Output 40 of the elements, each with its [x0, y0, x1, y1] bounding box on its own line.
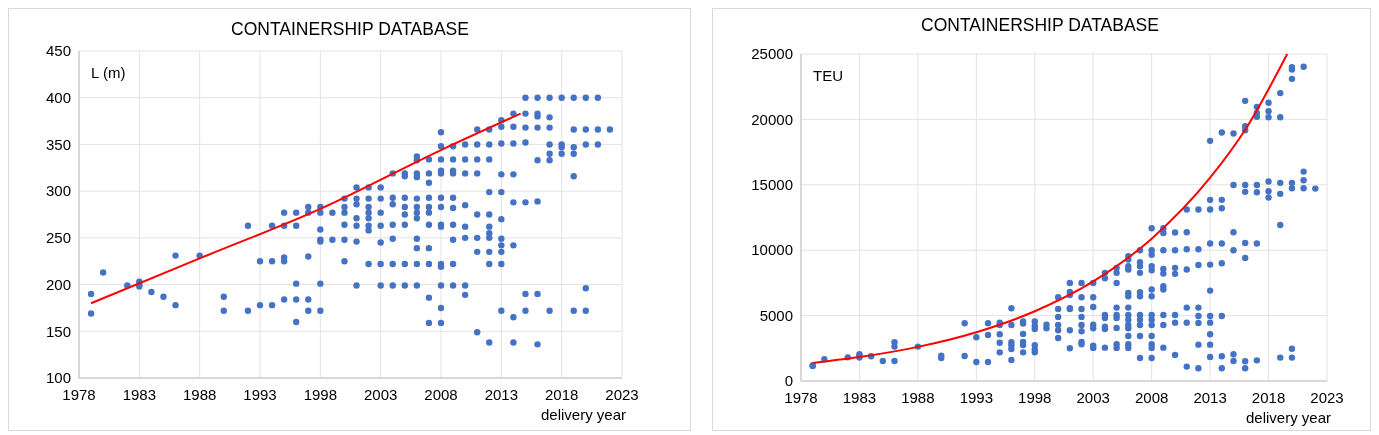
y-tick-label: 5000: [759, 306, 793, 324]
x-tick-label: 2013: [1193, 389, 1227, 406]
x-tick-label: 1983: [842, 389, 877, 406]
y-tick-label: 15000: [751, 176, 793, 194]
chart-title: CONTAINERSHIP DATABASE: [231, 19, 469, 39]
x-axis-title: delivery year: [1245, 409, 1331, 426]
y-axis-title: L (m): [91, 64, 126, 81]
y-tick-label: 150: [45, 322, 71, 340]
x-tick-label: 1993: [959, 389, 994, 406]
x-tick-label: 1988: [901, 389, 935, 406]
x-tick-label: 1978: [62, 386, 96, 403]
x-tick-label: 2013: [484, 386, 519, 403]
x-tick-label: 1978: [784, 389, 818, 406]
x-tick-label: 1998: [1018, 389, 1052, 406]
x-tick-label: 2003: [363, 386, 398, 403]
y-axis-title: TEU: [813, 67, 843, 84]
y-tick-label: 0: [784, 372, 793, 390]
y-tick-label: 25000: [751, 45, 793, 63]
x-tick-label: 1993: [243, 386, 277, 403]
y-tick-label: 400: [45, 88, 71, 106]
y-tick-label: 200: [45, 275, 71, 293]
y-tick-label: 300: [45, 182, 71, 200]
y-tick-label: 250: [45, 229, 71, 247]
x-tick-label: 2008: [1134, 389, 1169, 406]
y-tick-label: 20000: [751, 110, 793, 128]
x-tick-label: 2023: [1310, 389, 1344, 406]
x-tick-label: 2003: [1076, 389, 1110, 406]
x-tick-label: 2018: [1251, 389, 1286, 406]
x-axis-title: delivery year: [540, 406, 626, 423]
x-tick-label: 1998: [303, 386, 338, 403]
x-tick-label: 2018: [544, 386, 579, 403]
x-tick-label: 1983: [122, 386, 157, 403]
y-tick-label: 10000: [751, 241, 793, 259]
y-tick-label: 450: [45, 42, 71, 60]
x-tick-label: 2023: [605, 386, 639, 403]
x-tick-label: 1988: [182, 386, 217, 403]
y-tick-label: 100: [45, 369, 71, 387]
chart-title: CONTAINERSHIP DATABASE: [921, 15, 1159, 35]
y-tick-label: 350: [45, 135, 71, 153]
x-tick-label: 2008: [424, 386, 458, 403]
